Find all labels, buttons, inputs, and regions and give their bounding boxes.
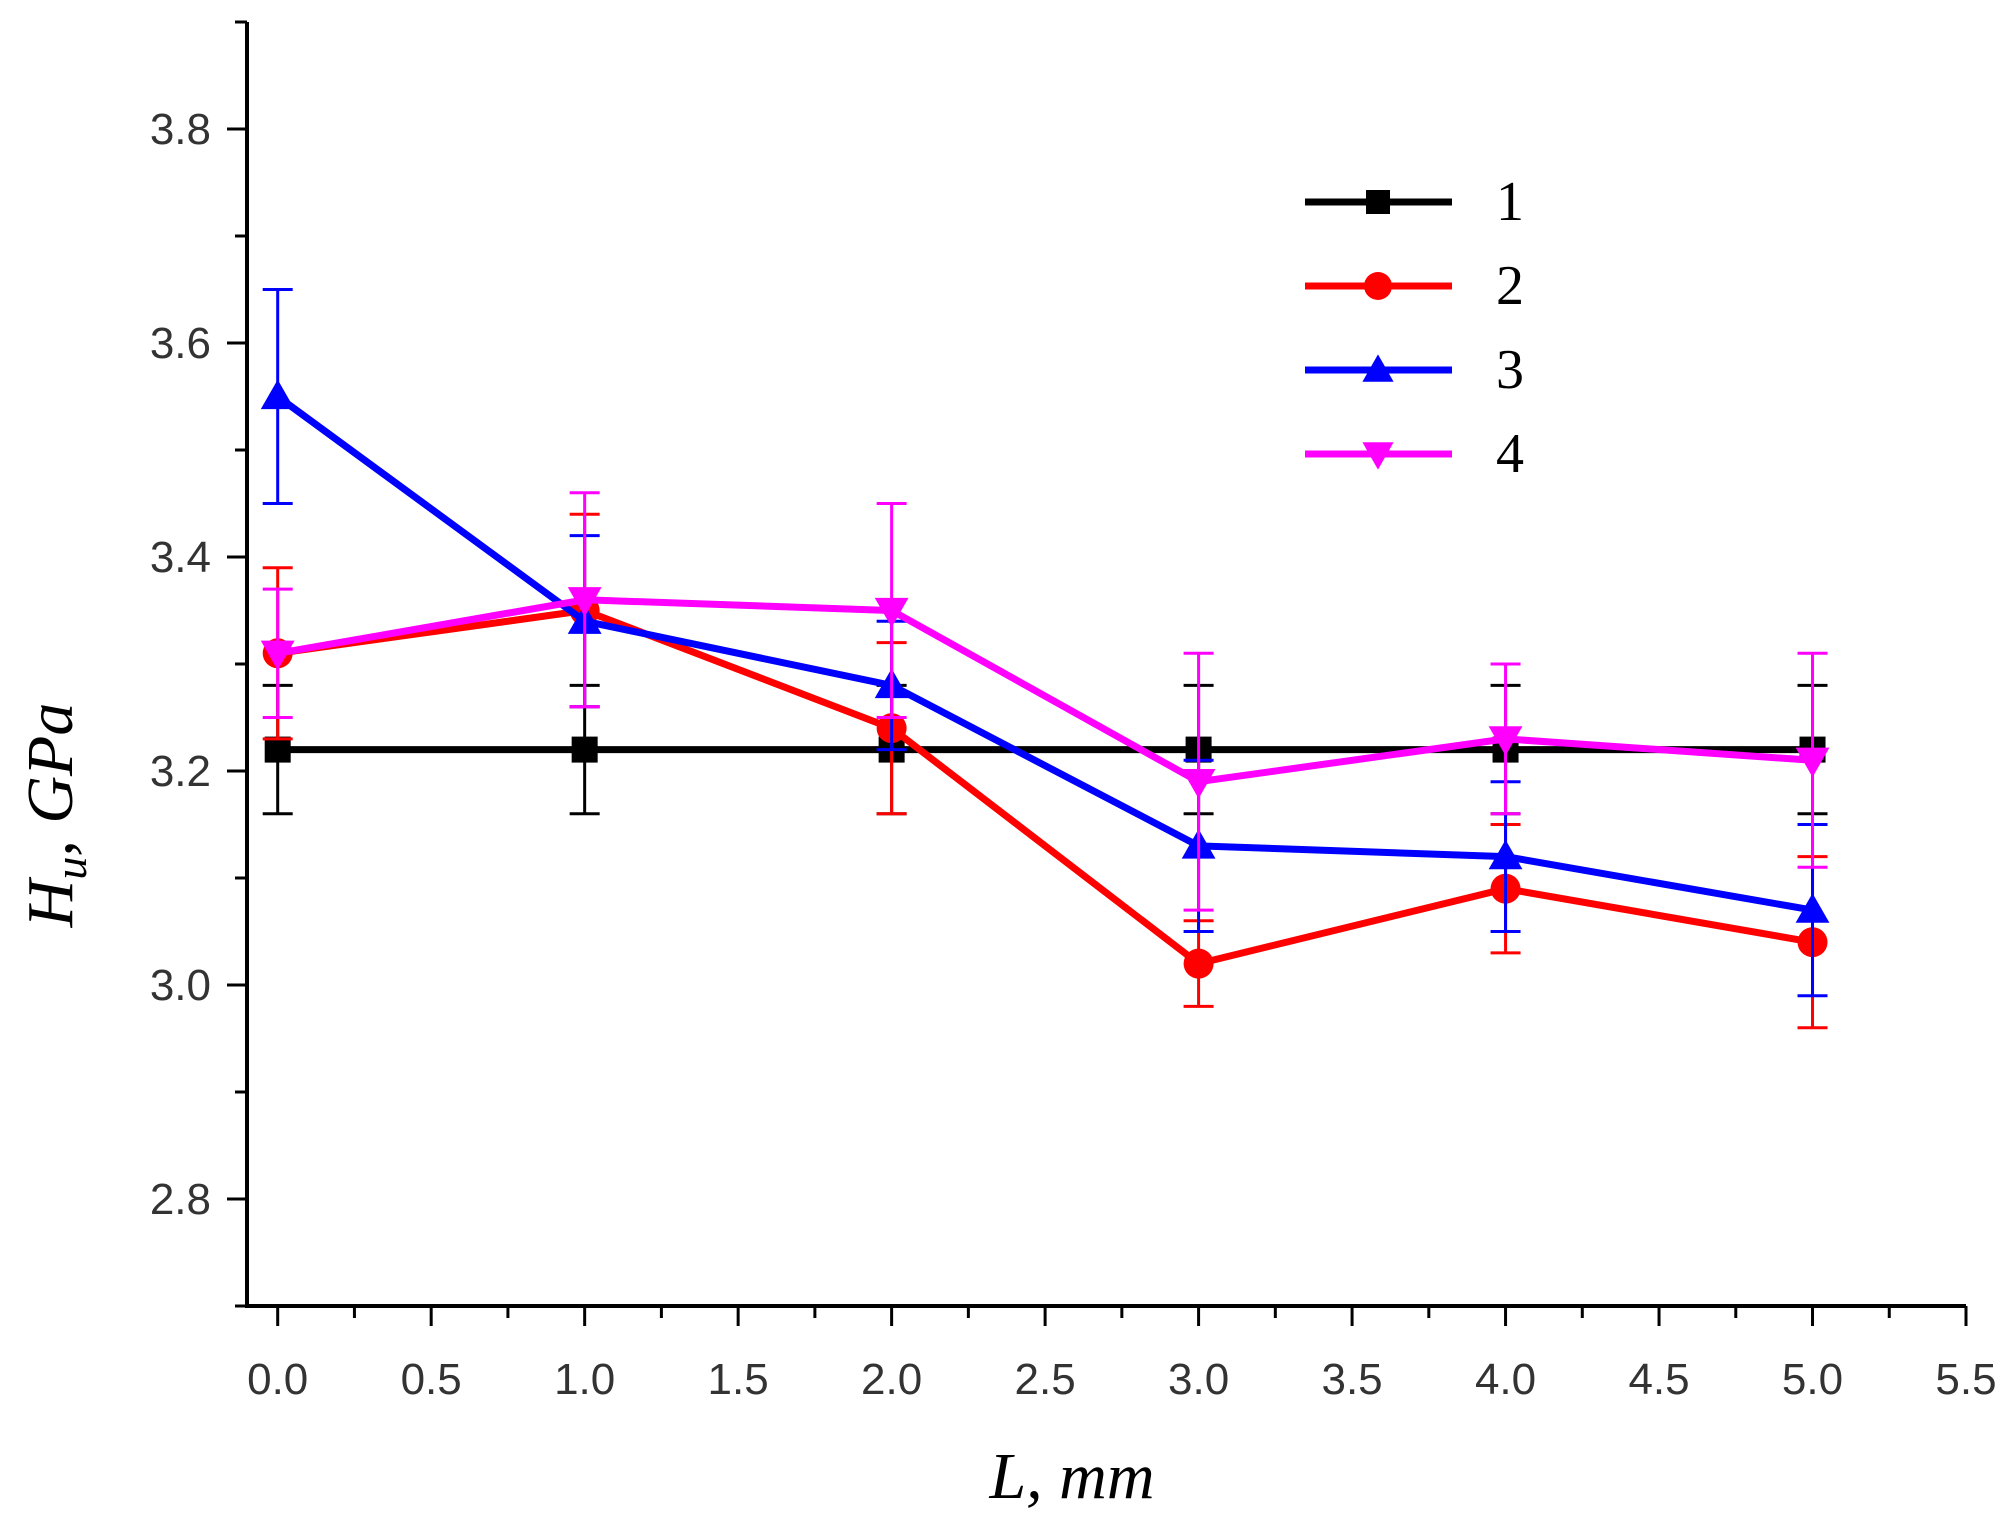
- x-tick-label-10: 5.0: [1782, 1355, 1843, 1404]
- series-layer: [260, 288, 1830, 1030]
- y-axis-title-sub: u: [45, 857, 96, 880]
- legend-marker-2: [1364, 272, 1392, 300]
- y-axis-title: Hu, GPa: [14, 703, 96, 929]
- x-tick-label-5: 2.5: [1015, 1355, 1076, 1404]
- y-tick-label-3: 3.4: [150, 533, 211, 582]
- y-tick-label-2: 3.2: [150, 747, 211, 796]
- series-line-3: [275, 393, 1814, 914]
- series-1: [262, 683, 1828, 816]
- y-tick-label-0: 2.8: [150, 1175, 211, 1224]
- legend-item-2: 2: [1305, 255, 1524, 317]
- point-3-5: [1795, 893, 1830, 923]
- point-4-0: [260, 640, 295, 671]
- x-tick-label-9: 4.5: [1628, 1355, 1689, 1404]
- point-3-0: [260, 379, 295, 410]
- legend: 1 2 3 4: [1305, 171, 1524, 485]
- series-line-4: [277, 596, 1813, 786]
- point-1-0: [264, 736, 291, 763]
- x-tick-label-3: 1.5: [708, 1355, 769, 1404]
- series-2: [262, 512, 1828, 1030]
- point-4-3: [1181, 769, 1216, 799]
- series-line-2: [277, 607, 1814, 968]
- y-axis-title-rest: , GPa: [14, 703, 87, 857]
- point-4-2: [874, 597, 909, 628]
- legend-item-3: 3: [1305, 339, 1524, 401]
- x-axis-title: L, mm: [988, 1440, 1154, 1513]
- x-tick-label-8: 4.0: [1475, 1355, 1536, 1404]
- point-1-1: [571, 736, 598, 763]
- y-tick-label-1: 3.0: [150, 961, 211, 1010]
- y-axis-title-main: H: [14, 876, 87, 928]
- x-tick-label-11: 5.5: [1935, 1355, 1996, 1404]
- point-3-4: [1488, 839, 1523, 870]
- legend-label-2: 2: [1496, 255, 1524, 317]
- point-2-3: [1183, 948, 1214, 979]
- legend-label-4: 4: [1496, 423, 1524, 485]
- x-tick-label-2: 1.0: [554, 1355, 615, 1404]
- series-3: [260, 288, 1830, 998]
- x-tick-label-7: 3.5: [1321, 1355, 1382, 1404]
- legend-label-1: 1: [1496, 171, 1524, 233]
- y-tick-label-4: 3.6: [150, 319, 211, 368]
- x-tick-label-4: 2.0: [861, 1355, 922, 1404]
- legend-label-3: 3: [1496, 339, 1524, 401]
- legend-marker-1: [1366, 190, 1390, 214]
- point-4-5: [1795, 747, 1830, 778]
- x-tick-label-0: 0.0: [247, 1355, 308, 1404]
- ticks-layer: 0.0 0.5 1.0 1.5 2.0 2.5 3.0 3.5 4.0 4.5 5.0 5.5 2.8 3…: [150, 20, 1997, 1404]
- x-tick-label-1: 0.5: [401, 1355, 462, 1404]
- legend-marker-4: [1362, 442, 1394, 470]
- point-4-4: [1488, 726, 1523, 756]
- series-4: [260, 491, 1830, 912]
- x-tick-label-6: 3.0: [1168, 1355, 1229, 1404]
- legend-marker-3: [1362, 354, 1394, 382]
- point-4-1: [567, 587, 602, 617]
- legend-item-1: 1: [1305, 171, 1524, 233]
- y-tick-label-5: 3.8: [150, 105, 211, 154]
- legend-item-4: 4: [1305, 423, 1524, 485]
